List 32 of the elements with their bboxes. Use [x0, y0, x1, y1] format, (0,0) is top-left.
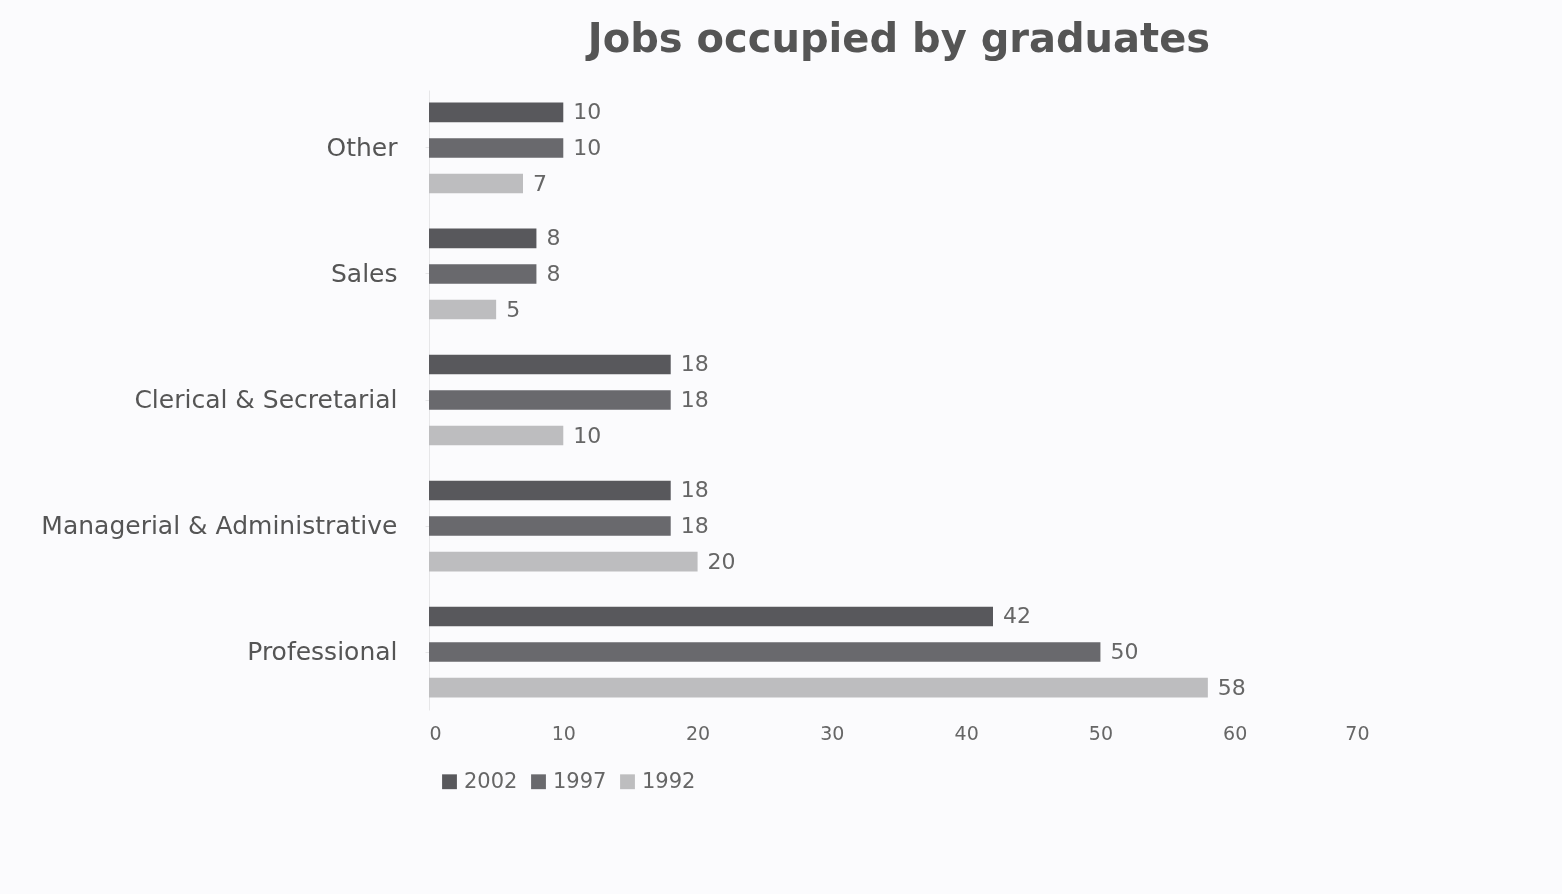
data-label: 5 — [506, 296, 521, 322]
x-tick-label: 0 — [429, 721, 442, 744]
data-label: 50 — [1110, 639, 1139, 665]
y-tick-label: Clerical & Secretarial — [134, 385, 398, 414]
data-label: 10 — [573, 134, 602, 160]
legend-label: 1992 — [642, 768, 696, 793]
data-label: 18 — [680, 351, 709, 377]
data-label: 8 — [546, 260, 561, 286]
data-label: 7 — [533, 170, 547, 196]
legend-label: 1997 — [553, 768, 607, 793]
x-tick-label: 70 — [1345, 721, 1370, 744]
legend-label: 2002 — [464, 768, 518, 793]
data-label: 10 — [573, 99, 602, 125]
y-tick-label: Sales — [330, 258, 398, 288]
chart-title: Jobs occupied by graduates — [584, 15, 1211, 61]
data-label: 18 — [680, 513, 709, 539]
x-tick-label: 40 — [954, 721, 979, 744]
data-label: 10 — [573, 422, 602, 448]
data-label: 58 — [1217, 674, 1246, 700]
x-tick-label: 10 — [551, 721, 576, 744]
data-label: 42 — [1003, 603, 1031, 629]
data-label: 8 — [546, 225, 561, 251]
y-tick-label: Professional — [247, 637, 398, 667]
x-tick-label: 30 — [820, 721, 845, 744]
data-label: 20 — [707, 548, 736, 574]
x-tick-label: 20 — [685, 721, 711, 744]
y-tick-label: Other — [326, 132, 399, 162]
y-tick-label: Managerial & Administrative — [41, 511, 398, 541]
data-label: 18 — [680, 387, 709, 412]
x-tick-label: 50 — [1088, 721, 1114, 744]
data-label: 18 — [680, 477, 709, 503]
x-tick-label: 60 — [1223, 721, 1248, 744]
